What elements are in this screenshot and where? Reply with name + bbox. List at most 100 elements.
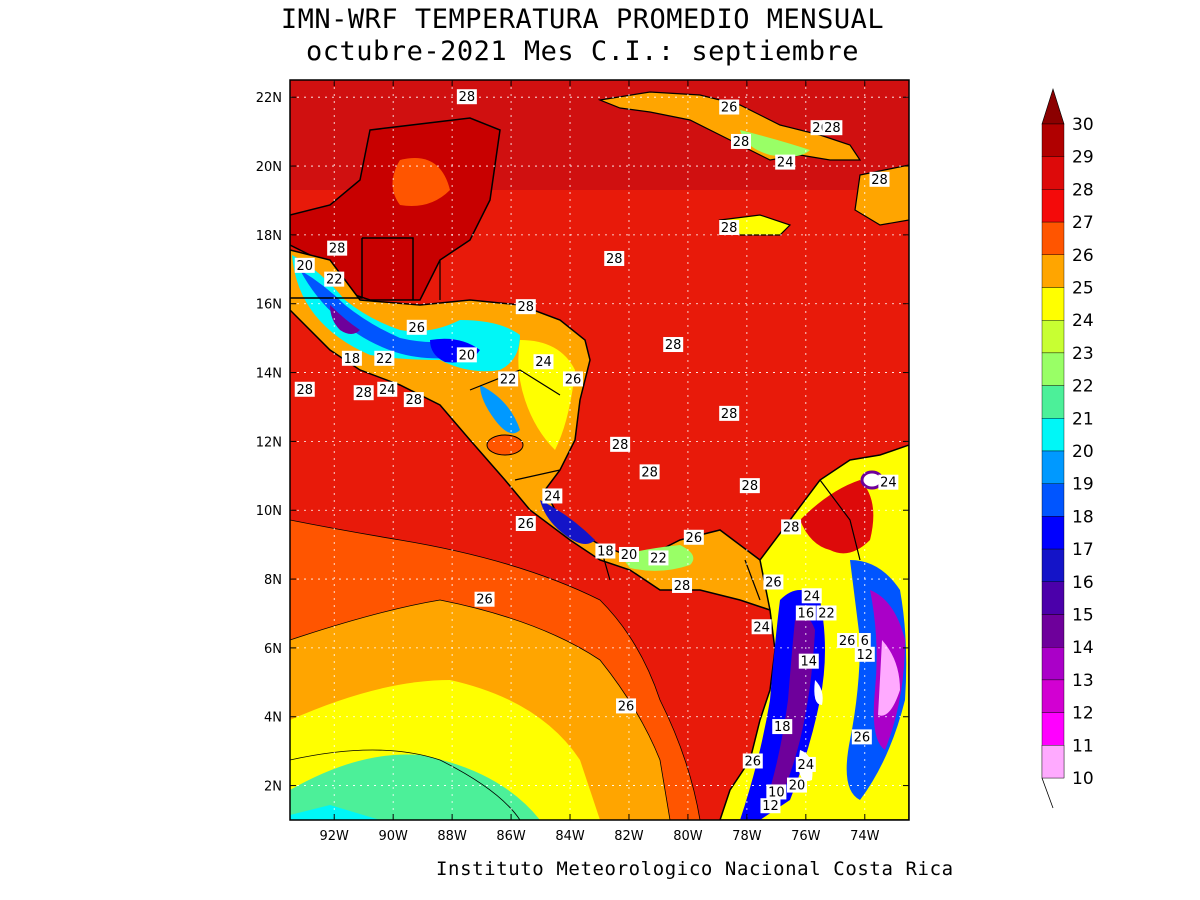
contour-label-box xyxy=(341,350,362,366)
contour-label-box xyxy=(616,698,637,714)
contour-label: 28 xyxy=(674,579,691,594)
contour-label-box xyxy=(562,371,583,387)
contour-label: 14 xyxy=(801,655,818,670)
contour-label-box xyxy=(730,133,751,149)
legend-color-swatch xyxy=(1041,189,1065,223)
lat-tick-label: 10N xyxy=(256,504,282,519)
lat-tick-label: 20N xyxy=(256,160,282,175)
lat-tick-label: 22N xyxy=(256,91,282,106)
legend-level-label: 19 xyxy=(1072,475,1094,495)
contour-label-box xyxy=(781,519,802,535)
lon-tick-label: 76W xyxy=(791,829,821,844)
contour-label: 20 xyxy=(459,348,476,363)
legend-color-swatch xyxy=(1041,287,1065,321)
contour-label: 22 xyxy=(376,352,393,367)
contour-label-box xyxy=(760,798,781,814)
contour-label: 22 xyxy=(818,606,835,621)
contour-label-box xyxy=(456,89,477,105)
contour-label: 26 xyxy=(721,101,738,116)
cuba-highland-green xyxy=(740,130,810,157)
yucatan-warm-patch xyxy=(392,158,450,206)
contour-label: 28 xyxy=(742,479,759,494)
contour-label: 26 xyxy=(745,754,762,769)
legend-level-label: 14 xyxy=(1072,638,1094,658)
contour-label-box xyxy=(801,588,822,604)
legend-bottom-arrow xyxy=(1041,777,1054,809)
legend-color-swatch xyxy=(1041,418,1065,452)
contour-label-box xyxy=(595,543,616,559)
legend-color-swatch xyxy=(1041,516,1065,550)
contour-label-box xyxy=(515,516,536,531)
lat-tick-label: 6N xyxy=(264,642,282,657)
contour-label-box xyxy=(719,405,740,421)
map-grid xyxy=(290,80,909,820)
legend-color-swatch xyxy=(1041,450,1065,484)
andes-cold-spot xyxy=(814,680,823,705)
contour-label-box xyxy=(406,319,427,335)
legend-level-label: 27 xyxy=(1072,213,1094,233)
contour-label: 10 xyxy=(768,785,785,800)
contour-label: 26 xyxy=(854,730,871,745)
legend-color-swatch xyxy=(1041,254,1065,288)
contour-label: 26 xyxy=(618,699,635,714)
legend-color-swatch xyxy=(1041,221,1065,256)
lat-tick-label: 14N xyxy=(256,367,282,382)
contour-label-box xyxy=(837,633,858,649)
contour-label: 28 xyxy=(406,393,423,408)
legend-color-swatch xyxy=(1041,385,1065,419)
contour-label-box xyxy=(377,381,398,397)
legend-color-swatch xyxy=(1041,712,1065,746)
color-legend: 30 29 28 27 26 25 24 23 22 21 20 19 18 17 16 15 14 13 12 11… xyxy=(1041,87,1094,809)
contour-label-box xyxy=(648,550,669,566)
contour-label-box xyxy=(763,574,784,590)
contour-label-box xyxy=(498,371,519,387)
contour-label: 28 xyxy=(871,173,888,188)
contour-26 xyxy=(290,519,701,820)
contour-label: 28 xyxy=(355,386,372,401)
axis-tick-layer: 92W 90W 88W 86W 84W 82W 80W 78W 76W 74W 2N 4N 6N 8N 10… xyxy=(256,80,909,844)
contour-label: 18 xyxy=(597,545,614,560)
contour-24 xyxy=(290,749,521,820)
lon-tick-label: 74W xyxy=(850,829,880,844)
contour-label-box xyxy=(719,220,740,235)
contour-label: 24 xyxy=(777,156,794,171)
lon-tick-label: 80W xyxy=(673,829,703,844)
map-title-line-1: IMN-WRF TEMPERATURA PROMEDIO MENSUAL xyxy=(280,4,885,35)
contour-label: 22 xyxy=(500,372,517,387)
legend-level-label: 18 xyxy=(1072,507,1094,527)
andes-east-pink xyxy=(878,640,900,716)
legend-level-label: 25 xyxy=(1072,279,1094,299)
legend-level-label: 12 xyxy=(1072,704,1094,724)
contour-label-box xyxy=(742,753,763,769)
contour-label-box xyxy=(515,299,536,315)
hispaniola-land xyxy=(854,164,909,226)
legend-level-label: 24 xyxy=(1072,311,1094,331)
lon-tick-label: 86W xyxy=(496,829,526,844)
contour-label: 28 xyxy=(665,338,682,353)
lon-tick-label: 92W xyxy=(320,829,350,844)
contour-label: 28 xyxy=(612,438,629,453)
contour-label-box xyxy=(683,529,704,545)
pacific-cyan-zone xyxy=(290,805,380,820)
legend-level-label: 11 xyxy=(1072,736,1094,756)
legend-top-arrow xyxy=(1041,87,1065,125)
contour-label: 26 xyxy=(408,321,425,336)
contour-label: 26 xyxy=(765,576,782,591)
legend-level-label: 16 xyxy=(1072,573,1094,593)
nicaragua-yellow-zone xyxy=(518,340,575,450)
contour-label-box xyxy=(798,653,819,669)
lon-tick-label: 84W xyxy=(555,829,585,844)
contour-label-box xyxy=(772,719,793,735)
lon-tick-label: 88W xyxy=(437,829,467,844)
legend-color-swatch xyxy=(1041,548,1065,582)
contour-label-box xyxy=(739,478,760,494)
contour-label-box xyxy=(294,381,315,397)
guatemala-highland-purple xyxy=(330,305,360,334)
contour-label: 20 xyxy=(621,548,638,563)
contour-label-box xyxy=(751,619,772,635)
contour-label: 26 xyxy=(565,372,582,387)
contour-label: 6 xyxy=(861,634,869,649)
contour-label-box xyxy=(786,777,807,793)
contour-label-box xyxy=(353,385,374,401)
contour-label-box xyxy=(869,171,890,187)
